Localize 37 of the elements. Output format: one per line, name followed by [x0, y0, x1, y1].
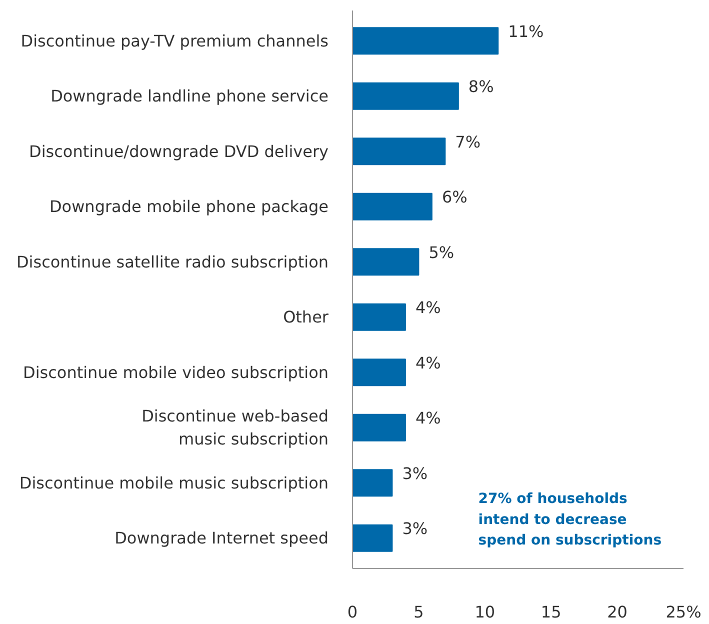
data-label: 3% — [402, 464, 428, 483]
data-label: 8% — [468, 77, 494, 96]
x-tick-label: 15 — [540, 602, 562, 622]
bar — [352, 138, 446, 166]
bar — [352, 192, 432, 220]
y-tick-label: Discontinue satellite radio subscription — [16, 252, 329, 272]
bar — [352, 469, 393, 497]
data-label: 3% — [402, 519, 428, 538]
x-tick-label: 20 — [607, 602, 628, 622]
y-tick-label: Discontinue pay-TV premium channels — [20, 31, 328, 50]
y-tick-label: Discontinue mobile music subscription — [19, 473, 328, 492]
bar — [352, 82, 459, 110]
x-tick-label: 5 — [414, 602, 424, 622]
bar — [352, 27, 499, 55]
y-tick-label: Other — [283, 308, 329, 327]
data-label: 4% — [415, 353, 441, 372]
bar — [352, 524, 393, 552]
annotation: 27% of households intend to decrease spend on subscriptions — [478, 491, 662, 549]
y-tick-label: Discontinue/downgrade DVD delivery — [29, 142, 328, 161]
data-label: 7% — [455, 132, 481, 152]
data-label: 6% — [442, 188, 468, 207]
bar — [352, 303, 406, 331]
data-label: 4% — [415, 408, 441, 428]
bar — [352, 248, 420, 276]
x-tick-label: 25% — [666, 602, 702, 622]
y-tick-label: Discontinue web-based music subscription — [142, 406, 329, 449]
data-label: 5% — [428, 242, 454, 262]
x-tick-label: 0 — [347, 602, 358, 622]
x-tick-label: 10 — [474, 602, 496, 622]
bar — [352, 414, 406, 442]
y-tick-label: Downgrade mobile phone package — [49, 197, 328, 216]
y-tick-label: Discontinue mobile video subscription — [23, 362, 329, 382]
data-label: 11% — [508, 22, 544, 41]
data-label: 4% — [415, 298, 441, 318]
y-tick-label: Downgrade Internet speed — [114, 528, 329, 548]
y-tick-label: Downgrade landline phone service — [50, 86, 328, 106]
bar — [352, 358, 406, 386]
